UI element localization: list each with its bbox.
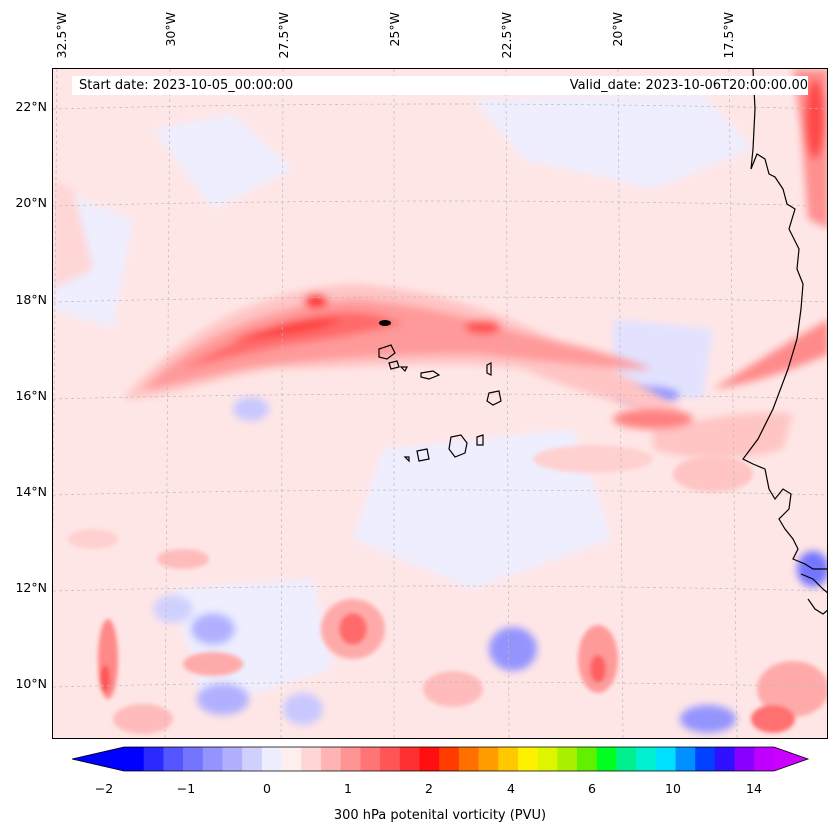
start-date-label: Start date: 2023-10-05_00:00:00 <box>79 78 294 93</box>
colorbar-segment <box>754 747 775 771</box>
colorbar-outline <box>71 746 810 772</box>
colorbar-segment <box>202 747 223 771</box>
colorbar-segment <box>163 747 184 771</box>
colorbar-segment <box>655 747 677 771</box>
colorbar <box>71 746 810 772</box>
coastline <box>742 69 827 615</box>
cb-tick-minus1: −1 <box>176 781 196 796</box>
colorbar-segment <box>517 747 539 771</box>
colorbar-segment <box>380 747 401 771</box>
cape-verde-islands <box>378 344 502 463</box>
cb-tick-4: 4 <box>507 781 515 796</box>
graticule <box>53 69 827 738</box>
colorbar-segment <box>340 747 361 771</box>
lat-label-18n: 18°N <box>15 292 47 307</box>
pv-blobs <box>68 445 827 734</box>
pv-streamer <box>53 69 827 459</box>
colorbar-segment <box>320 747 342 771</box>
cb-tick-14: 14 <box>746 781 762 796</box>
colorbar-segment <box>478 747 499 771</box>
lat-label-20n: 20°N <box>15 195 47 210</box>
map-panel <box>52 68 828 739</box>
cb-tick-0: 0 <box>263 781 271 796</box>
info-box <box>72 76 808 95</box>
colorbar-segment <box>616 747 637 771</box>
lon-label-27.5w: 27.5°W <box>276 12 291 59</box>
valid-date-label: Valid_date: 2023-10-06T20:00:00.00 <box>569 78 808 93</box>
colorbar-extend-high <box>774 747 808 771</box>
lat-label-12n: 12°N <box>15 580 47 595</box>
colorbar-segment <box>281 747 302 771</box>
colorbar-segment <box>360 747 381 771</box>
colorbar-segment <box>577 747 598 771</box>
colorbar-segment <box>183 747 204 771</box>
colorbar-label: 300 hPa potenital vorticity (PVU) <box>333 808 547 823</box>
lat-label-16n: 16°N <box>15 388 47 403</box>
lon-label-17.5w: 17.5°W <box>721 12 736 59</box>
lon-label-30w: 30°W <box>163 12 178 47</box>
colorbar-segment <box>714 747 736 771</box>
colorbar-segment <box>458 747 480 771</box>
lon-label-25w: 25°W <box>387 12 402 47</box>
colorbar-segment <box>439 747 460 771</box>
cb-tick-2: 2 <box>425 781 433 796</box>
lat-label-22n: 22°N <box>15 99 47 114</box>
colorbar-segment <box>143 747 164 771</box>
cb-tick-10: 10 <box>665 781 681 796</box>
colorbar-segment <box>399 747 420 771</box>
colorbar-segment <box>537 747 558 771</box>
peak-pv-marker <box>379 320 391 326</box>
pv-map <box>53 69 827 738</box>
colorbar-segment <box>222 747 243 771</box>
lon-label-22.5w: 22.5°W <box>499 12 514 59</box>
lat-label-10n: 10°N <box>15 676 47 691</box>
cb-tick-6: 6 <box>588 781 596 796</box>
colorbar-segment <box>124 747 145 771</box>
cb-tick-1: 1 <box>344 781 352 796</box>
colorbar-extend-low <box>72 747 124 771</box>
colorbar-segment <box>636 747 657 771</box>
colorbar-segment <box>242 747 263 771</box>
colorbar-segment <box>301 747 322 771</box>
lat-label-14n: 14°N <box>15 484 47 499</box>
lon-label-32.5w: 32.5°W <box>54 12 69 59</box>
colorbar-segment <box>557 747 578 771</box>
colorbar-segment <box>419 747 440 771</box>
colorbar-segment <box>675 747 696 771</box>
colorbar-segment <box>695 747 716 771</box>
colorbar-segment <box>498 747 519 771</box>
colorbar-segment <box>261 747 283 771</box>
colorbar-segment <box>734 747 755 771</box>
cb-tick-minus2: −2 <box>94 781 114 796</box>
lon-label-20w: 20°W <box>610 12 625 47</box>
colorbar-segment <box>596 747 617 771</box>
